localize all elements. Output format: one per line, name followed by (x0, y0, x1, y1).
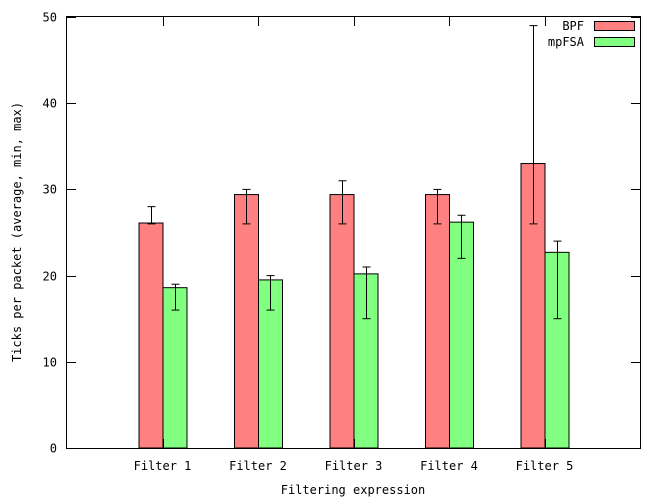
bar-bpf-filter-1 (138, 222, 164, 449)
y-tick-label: 20 (43, 270, 57, 284)
x-tick-label-filter-4: Filter 4 (420, 459, 478, 473)
y-axis-label: Ticks per packet (average, min, max) (10, 102, 24, 362)
bar-bpf-filter-4 (425, 194, 450, 449)
bar-mpfsa-filter-4 (449, 221, 474, 449)
y-tick-label: 0 (50, 442, 57, 456)
legend-label-mpfsa: mpFSA (548, 35, 585, 49)
bar-bpf-filter-2 (234, 194, 259, 449)
bar-bpf-filter-3 (329, 194, 355, 449)
error-bars-layer (147, 25, 562, 320)
y-tick-label: 10 (43, 356, 57, 370)
bars-layer (138, 163, 570, 449)
x-tick-label-filter-1: Filter 1 (134, 459, 192, 473)
y-tick-label: 40 (43, 97, 57, 111)
plot-frame (66, 16, 641, 449)
y-axis: 0 10 20 30 40 50 (43, 11, 640, 456)
y-tick-label: 50 (43, 11, 57, 25)
x-axis: Filter 1 Filter 2 Filter 3 Filter 4 Filter 5 (134, 17, 574, 473)
x-tick-label-filter-3: Filter 3 (325, 459, 383, 473)
legend-swatch-bpf (594, 21, 635, 31)
x-tick-label-filter-5: Filter 5 (516, 459, 574, 473)
x-tick-label-filter-2: Filter 2 (229, 459, 287, 473)
x-axis-label: Filtering expression (281, 483, 426, 497)
legend-swatch-mpfsa (594, 37, 635, 47)
legend-label-bpf: BPF (562, 19, 584, 33)
bar-mpfsa-filter-1 (162, 287, 188, 449)
y-tick-label: 30 (43, 183, 57, 197)
legend: BPF mpFSA (548, 19, 635, 49)
